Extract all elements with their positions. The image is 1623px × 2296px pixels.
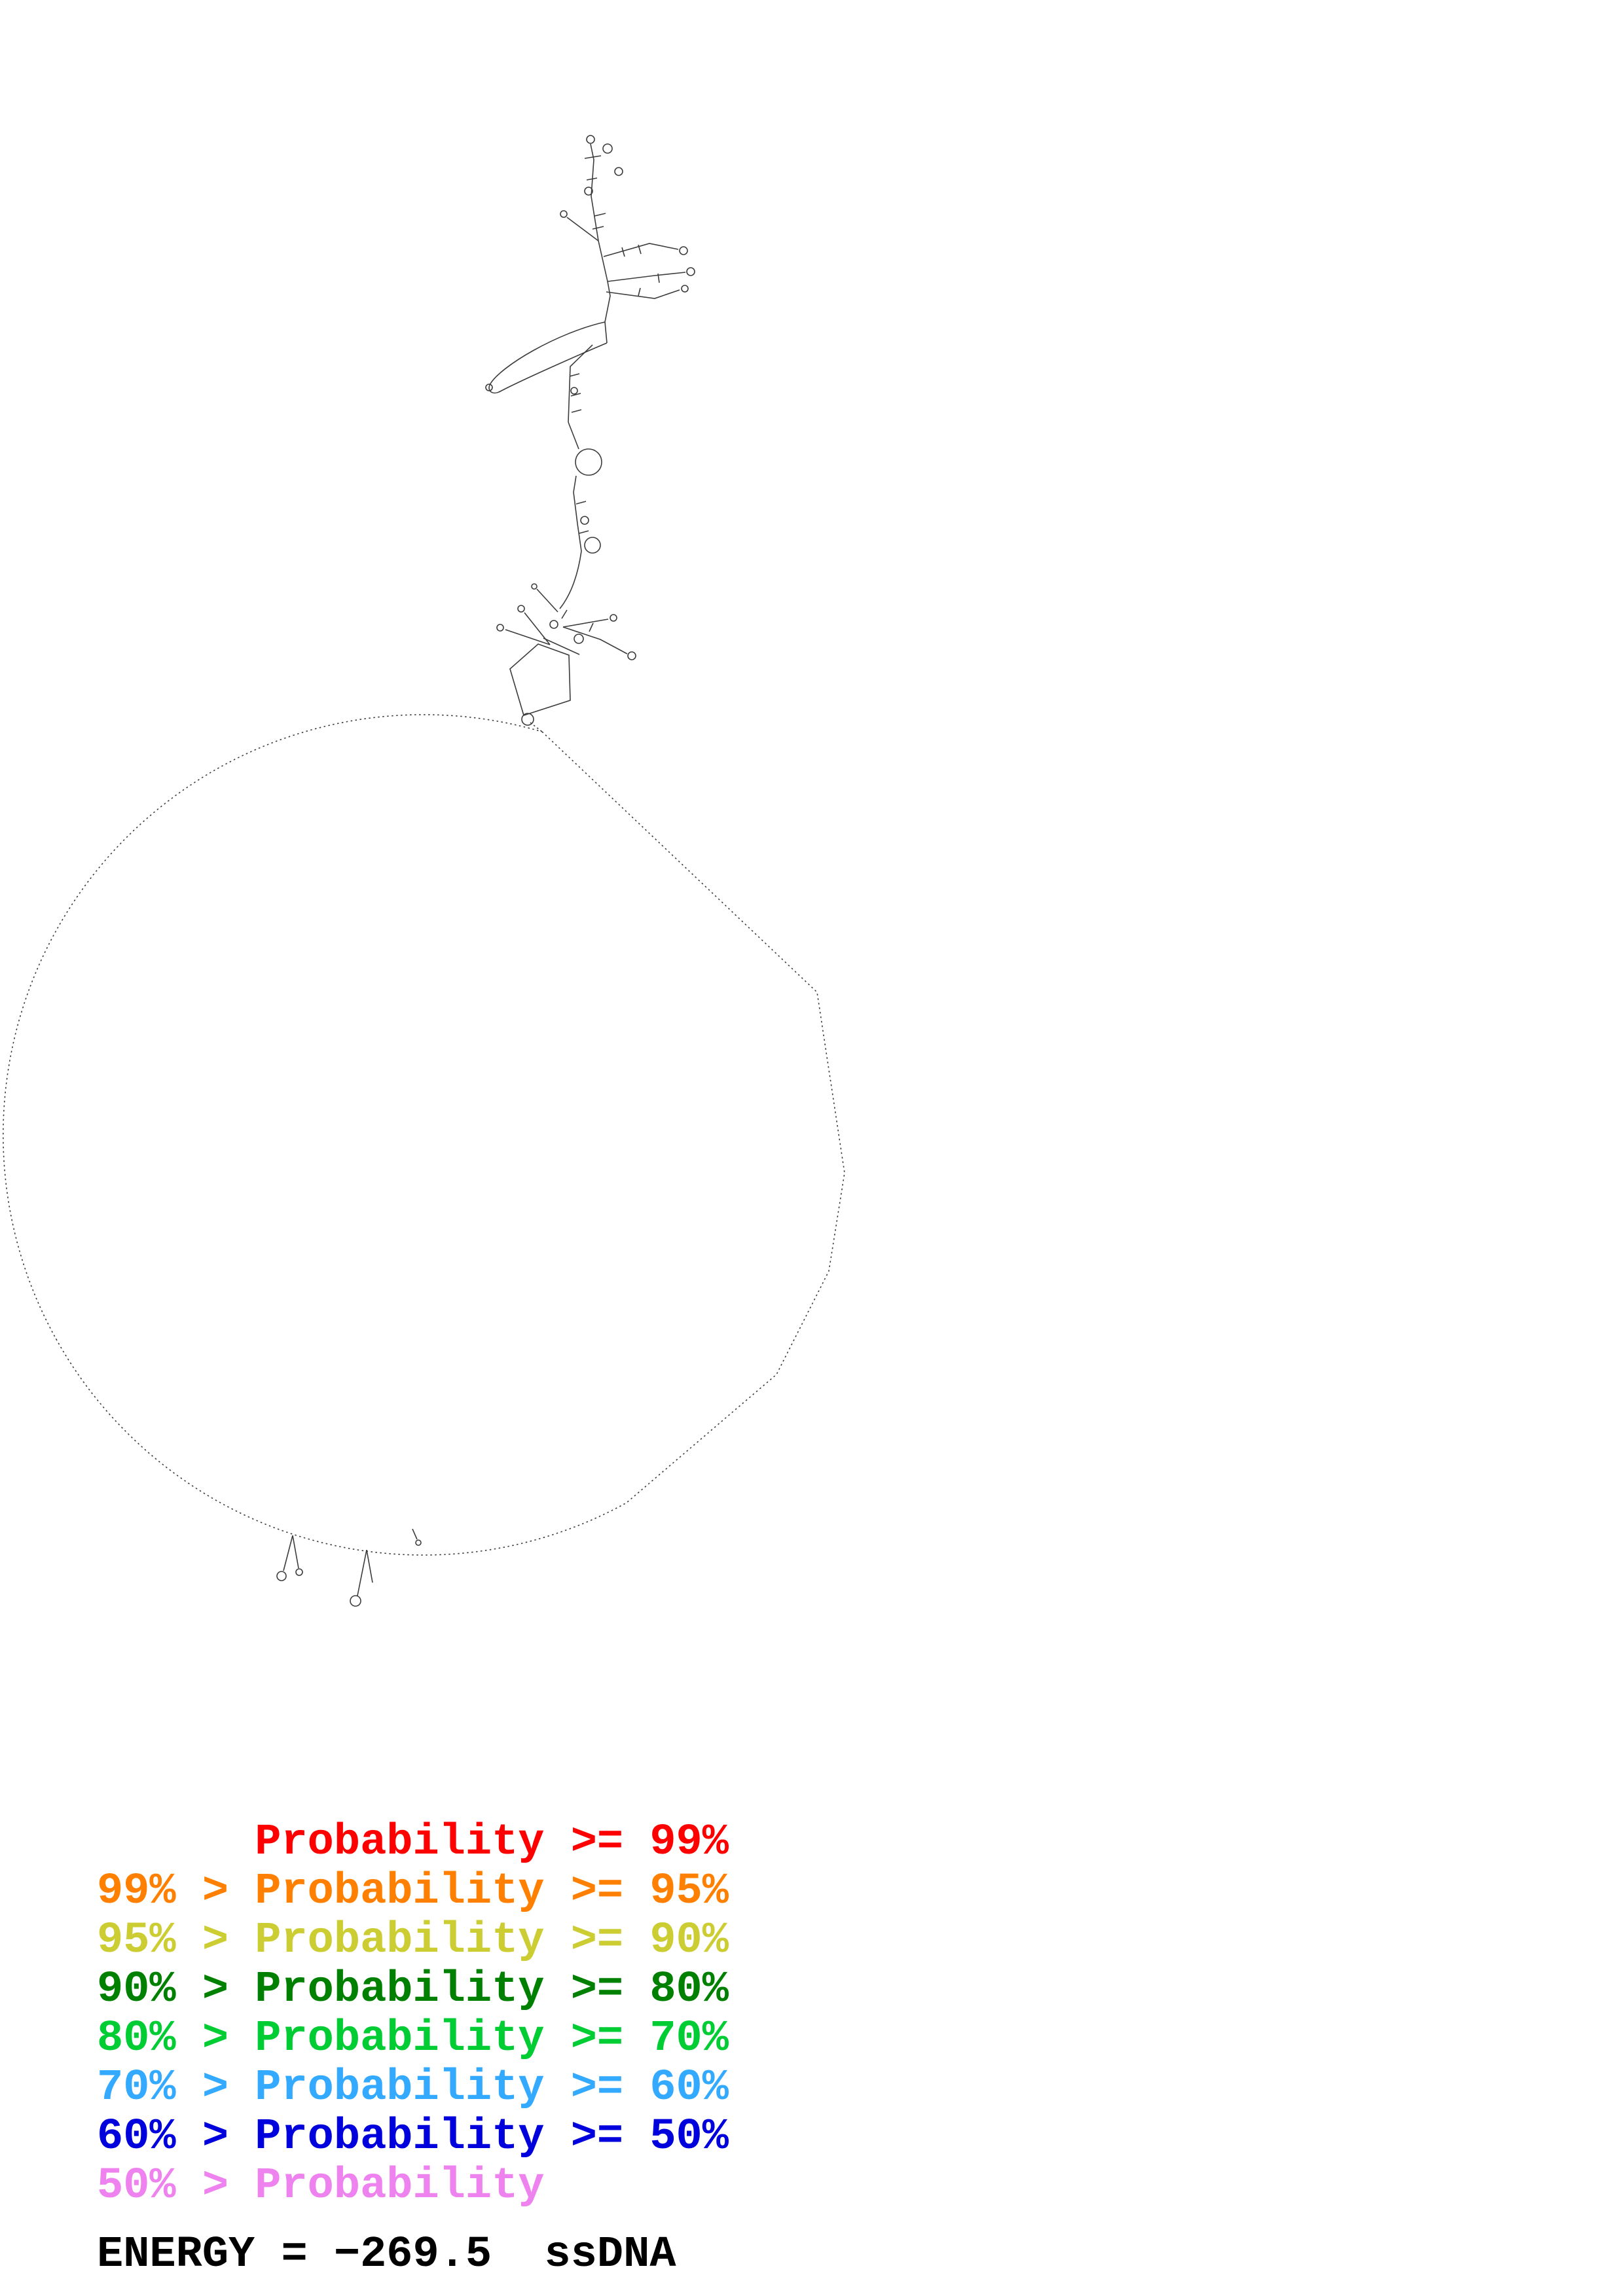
- legend-line-80: 90% > Probability >= 80%: [97, 1965, 729, 2015]
- energy-text: ENERGY = −269.5 ssDNA: [97, 2230, 676, 2280]
- multibranch-cluster: [496, 583, 636, 660]
- legend-line-70: 80% > Probability >= 70%: [97, 2014, 729, 2064]
- base-pair-ticks: [561, 177, 660, 632]
- legend-line-50: 60% > Probability >= 50%: [97, 2112, 729, 2162]
- junction-loop: [509, 643, 571, 732]
- lariat-loop: [485, 321, 608, 394]
- legend-line-60: 70% > Probability >= 60%: [97, 2063, 729, 2113]
- bottom-hairpins: [276, 1528, 422, 1607]
- probability-legend: Probability >= 99% 99% > Probability >= …: [97, 1818, 729, 2211]
- legend-line-99: Probability >= 99%: [97, 1818, 729, 1867]
- ssdna-main-loop: [3, 714, 845, 1556]
- legend-line-90: 95% > Probability >= 90%: [97, 1916, 729, 1965]
- upper-branches: [560, 135, 695, 323]
- main-stem: [559, 344, 602, 609]
- legend-line-95: 99% > Probability >= 95%: [97, 1867, 729, 1916]
- legend-line-below-50: 50% > Probability: [97, 2161, 545, 2211]
